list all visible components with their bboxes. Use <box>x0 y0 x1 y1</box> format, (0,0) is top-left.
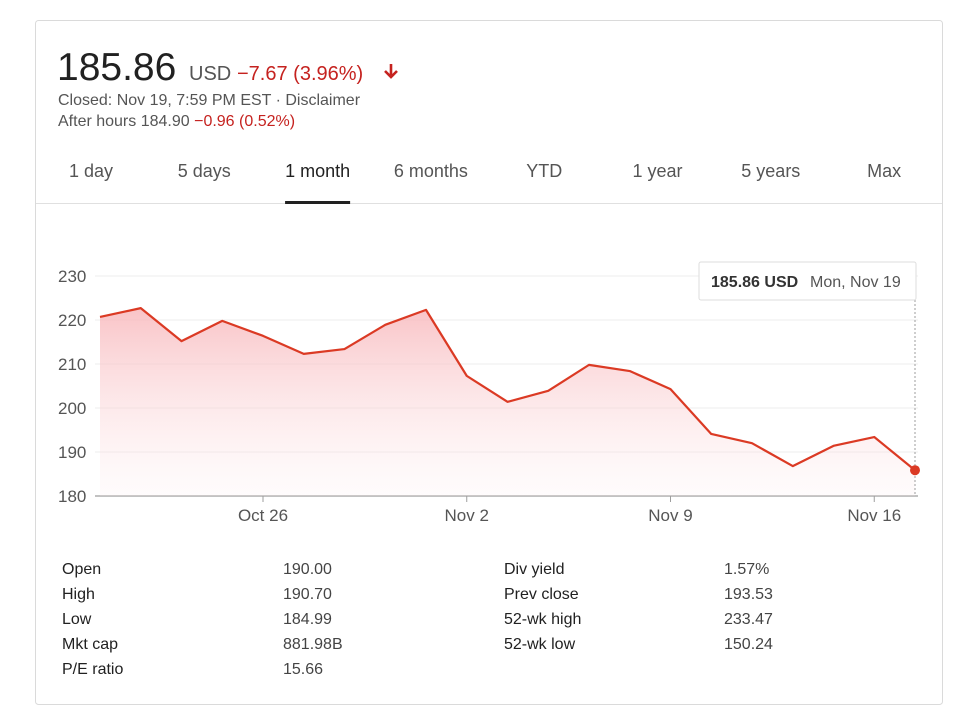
tab[interactable]: 5 years <box>741 161 800 181</box>
x-tick-label: Nov 9 <box>648 506 692 525</box>
after-hours-price: After hours 184.90 <box>58 113 190 130</box>
tab-underline <box>285 201 351 204</box>
tooltip-box <box>698 261 917 301</box>
y-tick-label: 210 <box>58 355 86 374</box>
y-tick-label: 220 <box>58 311 86 330</box>
stat-label: Open <box>62 561 101 578</box>
tab[interactable]: 1 month <box>285 161 350 181</box>
stat-label: High <box>62 586 95 603</box>
tab[interactable]: YTD <box>526 161 562 181</box>
y-tick-label: 200 <box>58 399 86 418</box>
x-tick-label: Oct 26 <box>238 506 288 525</box>
x-tick-label: Nov 16 <box>847 506 901 525</box>
stat-value: 150.24 <box>724 636 773 653</box>
stat-label: P/E ratio <box>62 661 123 678</box>
tab[interactable]: 1 year <box>632 161 682 181</box>
closed-info[interactable]: Closed: Nov 19, 7:59 PM EST · Disclaimer <box>58 92 361 109</box>
tooltip-value: 185.86 USD <box>711 274 798 291</box>
stat-value: 193.53 <box>724 586 773 603</box>
tab[interactable]: 1 day <box>69 161 113 181</box>
tooltip-date: Mon, Nov 19 <box>810 274 901 291</box>
y-tick-label: 230 <box>58 267 86 286</box>
x-tick-label: Nov 2 <box>445 506 489 525</box>
stat-value: 190.00 <box>283 561 332 578</box>
last-point <box>910 465 920 476</box>
stat-label: Prev close <box>504 586 579 603</box>
stat-label: 52-wk low <box>504 636 576 653</box>
stat-value: 233.47 <box>724 611 773 628</box>
change: −7.67 (3.96%) <box>237 63 363 85</box>
y-tick-label: 190 <box>58 443 86 462</box>
card <box>35 20 943 705</box>
tab[interactable]: 6 months <box>394 161 468 181</box>
stat-label: 52-wk high <box>504 611 581 628</box>
stat-value: 15.66 <box>283 661 323 678</box>
stat-label: Low <box>62 611 92 628</box>
after-hours-change: −0.96 (0.52%) <box>194 113 295 130</box>
stat-value: 1.57% <box>724 561 769 578</box>
stat-label: Mkt cap <box>62 636 118 653</box>
tab[interactable]: 5 days <box>178 161 231 181</box>
price: 185.86 <box>57 46 176 89</box>
after-hours: After hours 184.90 −0.96 (0.52%) <box>58 113 295 130</box>
currency: USD <box>189 63 231 85</box>
price-line <box>99 307 916 472</box>
tab[interactable]: Max <box>867 161 901 181</box>
stat-value: 190.70 <box>283 586 332 603</box>
stat-value: 184.99 <box>283 611 332 628</box>
y-tick-label: 180 <box>58 487 86 506</box>
stat-label: Div yield <box>504 561 564 578</box>
down-arrow <box>384 64 398 79</box>
stat-value: 881.98B <box>283 636 343 653</box>
